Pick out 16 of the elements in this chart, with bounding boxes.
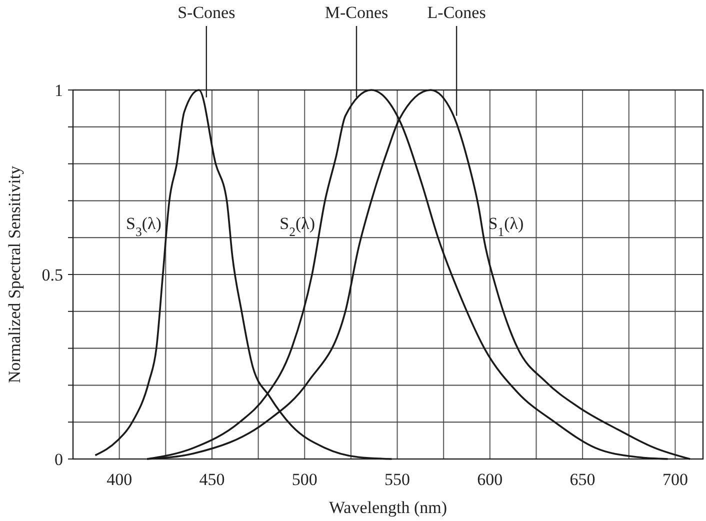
- annotation: L-Cones: [427, 3, 486, 22]
- x-tick-label: 650: [570, 470, 596, 489]
- x-tick-label: 400: [106, 470, 132, 489]
- y-tick-label: 1: [54, 80, 63, 100]
- series-label: S$_{3}$(λ): [126, 214, 162, 239]
- annotation: S-Cones: [178, 3, 236, 22]
- annotation: M-Cones: [324, 3, 388, 22]
- x-tick-label: 700: [662, 470, 688, 489]
- x-tick-label: 450: [199, 470, 225, 489]
- x-tick-label: 500: [292, 470, 318, 489]
- x-tick-label: 550: [384, 470, 410, 489]
- y-tick-label: 0.5: [42, 265, 63, 284]
- x-tick-label: 600: [477, 470, 503, 489]
- y-axis-title: Normalized Spectral Sensitivity: [5, 165, 24, 384]
- y-tick-label: 0: [54, 450, 63, 469]
- x-axis-title: Wavelength (nm): [328, 498, 448, 517]
